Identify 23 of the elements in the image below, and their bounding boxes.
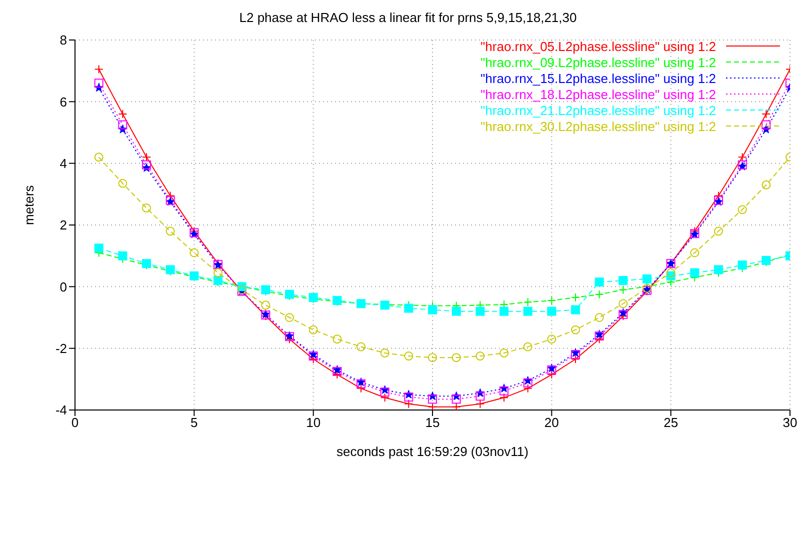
legend-label: "hrao.rnx_09.L2phase.lessline" using 1:2 <box>480 54 716 70</box>
legend-label: "hrao.rnx_21.L2phase.lessline" using 1:2 <box>480 102 716 118</box>
x-axis-title: seconds past 16:59:29 (03nov11) <box>336 444 529 459</box>
chart-title: L2 phase at HRAO less a linear fit for prns 5,9,15,18,21,30 <box>238 10 578 25</box>
x-tick-label: 0 <box>71 415 79 430</box>
y-tick-label: -4 <box>55 402 67 418</box>
x-tick-label: 25 <box>664 415 678 430</box>
y-tick-label: -2 <box>55 340 67 356</box>
legend-label: "hrao.rnx_30.L2phase.lessline" using 1:2 <box>480 118 716 134</box>
legend-label: "hrao.rnx_15.L2phase.lessline" using 1:2 <box>480 70 716 86</box>
x-tick-label: 15 <box>425 415 440 430</box>
legend-label: "hrao.rnx_18.L2phase.lessline" using 1:2 <box>480 86 716 102</box>
y-tick-label: 6 <box>60 94 67 110</box>
y-tick-label: 0 <box>60 279 67 294</box>
y-tick-label: 2 <box>60 218 67 233</box>
y-axis-title: meters <box>22 184 37 225</box>
y-tick-label: 8 <box>60 32 67 48</box>
x-tick-label: 5 <box>190 415 198 430</box>
x-tick-label: 20 <box>544 415 559 430</box>
x-tick-label: 30 <box>782 415 798 430</box>
y-tick-label: 4 <box>60 156 67 171</box>
legend-label: "hrao.rnx_05.L2phase.lessline" using 1:2 <box>480 38 716 54</box>
x-tick-label: 10 <box>306 415 321 430</box>
